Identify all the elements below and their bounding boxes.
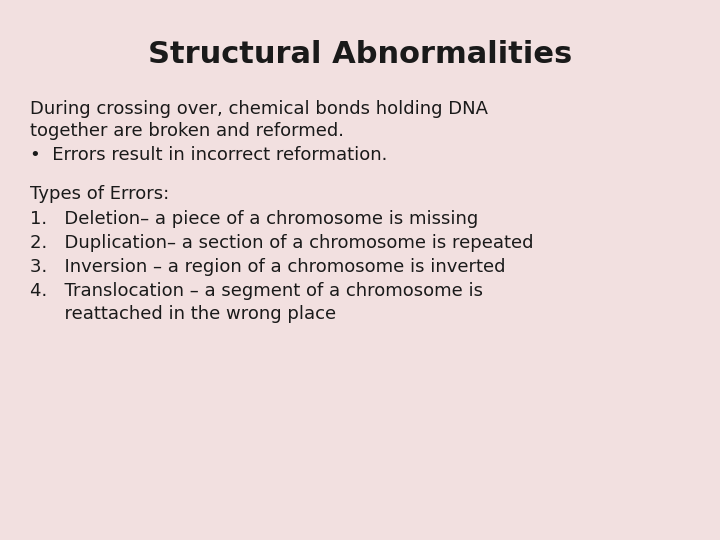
Text: 4.   Translocation – a segment of a chromosome is
      reattached in the wrong : 4. Translocation – a segment of a chromo… <box>30 282 483 323</box>
Text: 3.   Inversion – a region of a chromosome is inverted: 3. Inversion – a region of a chromosome … <box>30 258 505 276</box>
Text: 1.   Deletion– a piece of a chromosome is missing: 1. Deletion– a piece of a chromosome is … <box>30 210 478 228</box>
Text: •  Errors result in incorrect reformation.: • Errors result in incorrect reformation… <box>30 146 387 164</box>
Text: together are broken and reformed.: together are broken and reformed. <box>30 122 344 140</box>
Text: Structural Abnormalities: Structural Abnormalities <box>148 40 572 69</box>
Text: During crossing over, chemical bonds holding DNA: During crossing over, chemical bonds hol… <box>30 100 488 118</box>
Text: 2.   Duplication– a section of a chromosome is repeated: 2. Duplication– a section of a chromosom… <box>30 234 534 252</box>
Text: Types of Errors:: Types of Errors: <box>30 185 169 203</box>
